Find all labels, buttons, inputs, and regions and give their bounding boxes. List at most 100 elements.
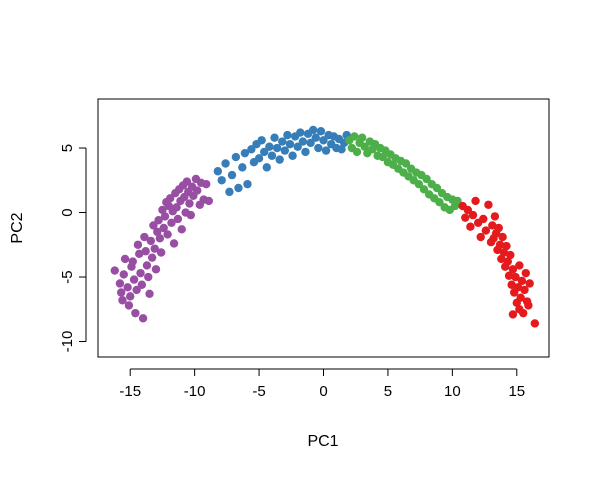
scatter-point bbox=[213, 167, 223, 176]
scatter-point bbox=[131, 308, 140, 318]
scatter-point bbox=[154, 216, 163, 225]
scatter-point bbox=[507, 280, 516, 289]
scatter-point bbox=[497, 254, 506, 264]
scatter-point bbox=[156, 248, 166, 257]
scatter-point bbox=[247, 145, 256, 154]
scatter-point bbox=[288, 151, 297, 160]
scatter-point bbox=[516, 293, 525, 302]
scatter-point bbox=[275, 155, 284, 164]
x-tick-label: -5 bbox=[252, 383, 265, 400]
scatter-point bbox=[123, 283, 132, 292]
y-tick-label: 5 bbox=[59, 144, 76, 152]
scatter-point bbox=[502, 241, 511, 251]
scatter-point bbox=[308, 125, 318, 135]
plot-frame bbox=[97, 98, 550, 358]
scatter-point bbox=[479, 214, 488, 224]
scatter-point bbox=[227, 170, 237, 180]
scatter-point bbox=[221, 159, 230, 168]
scatter-point bbox=[124, 301, 134, 310]
scatter-point bbox=[116, 288, 126, 297]
scatter-point bbox=[432, 183, 442, 193]
scatter-point bbox=[142, 261, 152, 270]
scatter-point bbox=[285, 139, 295, 149]
scatter-point bbox=[283, 130, 292, 140]
scatter-point bbox=[182, 177, 192, 186]
scatter-point bbox=[515, 305, 524, 314]
scatter-point bbox=[110, 266, 119, 275]
scatter-point bbox=[193, 186, 202, 195]
scatter-point bbox=[360, 142, 369, 151]
scatter-point bbox=[238, 163, 247, 172]
scatter-point bbox=[144, 272, 153, 282]
x-tick-label: 15 bbox=[508, 383, 525, 400]
scatter-point bbox=[525, 279, 534, 288]
scatter-point bbox=[234, 183, 243, 193]
scatter-point bbox=[186, 210, 195, 220]
x-tick-label: 10 bbox=[444, 383, 461, 400]
scatter-point bbox=[118, 296, 127, 305]
y-tick-label: -10 bbox=[59, 331, 76, 353]
scatter-point bbox=[153, 227, 162, 237]
scatter-point bbox=[133, 240, 143, 249]
scatter-point bbox=[126, 292, 135, 301]
scatter-point bbox=[135, 249, 144, 258]
scatter-point bbox=[378, 152, 387, 162]
scatter-point bbox=[202, 179, 211, 189]
x-axis: -15 -10 -5 0 5 10 15 bbox=[119, 368, 525, 400]
scatter-point bbox=[115, 279, 125, 288]
scatter-point bbox=[321, 146, 331, 155]
scatter-point bbox=[301, 147, 310, 157]
scatter-point bbox=[165, 194, 175, 203]
y-axis: -10 -5 0 5 bbox=[59, 144, 87, 353]
scatter-point bbox=[185, 199, 194, 208]
scatter-point bbox=[204, 196, 214, 206]
scatter-point bbox=[481, 226, 491, 235]
scatter-point bbox=[524, 301, 533, 310]
scatter-point bbox=[311, 133, 320, 142]
scatter-point bbox=[278, 137, 287, 146]
scatter-point bbox=[272, 143, 282, 153]
x-axis-title: PC1 bbox=[307, 433, 338, 450]
scatter-point bbox=[167, 218, 176, 228]
scatter-point bbox=[298, 137, 308, 146]
scatter-point bbox=[140, 232, 149, 242]
scatter-point bbox=[306, 138, 315, 148]
scatter-point bbox=[471, 196, 480, 206]
x-tick-label: -15 bbox=[119, 383, 141, 400]
scatter-point bbox=[484, 200, 493, 209]
x-tick-label: 5 bbox=[384, 383, 392, 400]
scatter-point bbox=[129, 275, 139, 284]
scatter-point bbox=[147, 253, 157, 262]
scatter-point bbox=[163, 230, 172, 239]
scatter-point bbox=[498, 232, 507, 242]
scatter-point bbox=[141, 247, 150, 256]
scatter-point bbox=[508, 310, 518, 319]
scatter-point bbox=[146, 236, 156, 246]
scatter-point bbox=[521, 268, 531, 278]
y-axis-title: PC2 bbox=[9, 212, 26, 243]
scatter-point bbox=[314, 143, 323, 153]
scatter-point bbox=[357, 133, 367, 142]
scatter-point bbox=[499, 248, 509, 257]
scatter-point bbox=[508, 265, 518, 274]
scatter-point bbox=[319, 136, 328, 145]
x-tick-label: -10 bbox=[184, 383, 206, 400]
scatter-point bbox=[119, 270, 128, 279]
scatter-point bbox=[530, 319, 540, 328]
scatter-point bbox=[316, 127, 326, 136]
scatter-point bbox=[517, 276, 527, 286]
scatter-point bbox=[177, 225, 186, 234]
scatter-point bbox=[506, 250, 515, 260]
scatter-point bbox=[260, 147, 269, 157]
scatter-point bbox=[435, 198, 444, 207]
scatter-point bbox=[504, 271, 514, 280]
scatter-point bbox=[169, 239, 179, 248]
scatter-point bbox=[243, 179, 252, 189]
scatter-point bbox=[422, 174, 431, 184]
scatter-point bbox=[257, 136, 266, 145]
scatter-point bbox=[515, 261, 524, 270]
scatter-point bbox=[172, 203, 181, 212]
scatter-point bbox=[453, 196, 462, 206]
scatter-point bbox=[419, 185, 429, 194]
